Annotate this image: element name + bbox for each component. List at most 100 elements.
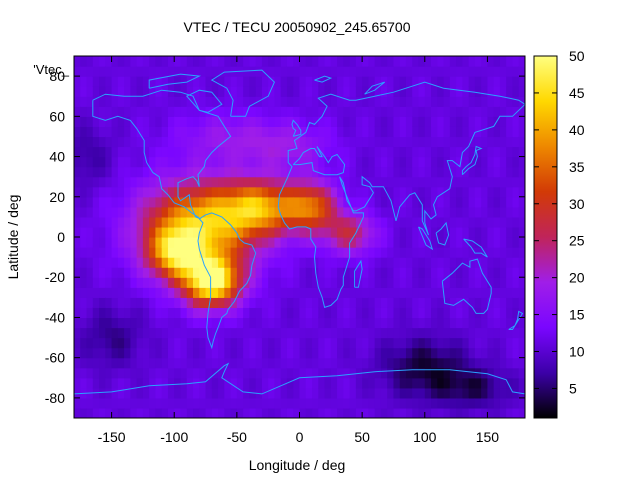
heatmap-cell — [393, 267, 401, 278]
heatmap-cell — [368, 126, 376, 138]
coastline-south-america — [197, 212, 257, 350]
heatmap-cell — [236, 297, 244, 308]
heatmap-cell — [261, 196, 269, 208]
heatmap-cell — [211, 397, 219, 409]
heatmap-cell — [518, 347, 525, 359]
heatmap-cell — [236, 307, 244, 319]
heatmap-cell — [261, 397, 269, 409]
heatmap-cell — [405, 297, 413, 308]
heatmap-cell — [431, 176, 438, 188]
vtec-heatmap — [74, 56, 525, 418]
heatmap-cell — [449, 347, 457, 359]
heatmap-cell — [474, 397, 482, 409]
heatmap-cell — [318, 387, 326, 399]
heatmap-cell — [368, 267, 376, 278]
heatmap-cell — [268, 206, 276, 218]
heatmap-cell — [199, 86, 207, 97]
y-tick-label: -60 — [45, 350, 65, 366]
heatmap-cell — [449, 56, 457, 67]
heatmap-cell — [418, 66, 426, 77]
heatmap-cell — [349, 257, 357, 268]
heatmap-cell — [186, 407, 194, 418]
heatmap-cell — [105, 347, 113, 359]
heatmap-cell — [412, 216, 420, 228]
heatmap-cell — [324, 287, 332, 298]
heatmap-cell — [355, 156, 363, 168]
heatmap-cell — [318, 357, 326, 369]
heatmap-cell — [418, 367, 426, 379]
heatmap-cell — [180, 206, 188, 218]
heatmap-cell — [149, 387, 157, 399]
heatmap-cell — [155, 247, 163, 258]
heatmap-cell — [349, 297, 357, 308]
heatmap-cell — [274, 387, 282, 399]
heatmap-cell — [387, 347, 395, 359]
heatmap-cell — [412, 247, 420, 258]
heatmap-cell — [487, 407, 495, 418]
heatmap-cell — [193, 277, 200, 288]
heatmap-cell — [230, 216, 238, 228]
heatmap-cell — [236, 56, 244, 67]
heatmap-cell — [412, 156, 420, 168]
heatmap-cell — [105, 247, 113, 258]
heatmap-cell — [456, 247, 463, 258]
heatmap-cell — [318, 237, 326, 248]
heatmap-cell — [124, 186, 131, 198]
heatmap-cell — [399, 86, 407, 97]
heatmap-cell — [355, 206, 363, 218]
heatmap-cell — [318, 397, 326, 409]
heatmap-cell — [74, 146, 81, 158]
heatmap-cell — [424, 367, 432, 379]
heatmap-cell — [343, 237, 351, 248]
heatmap-cell — [362, 267, 369, 278]
heatmap-cell — [481, 176, 489, 188]
heatmap-cell — [506, 56, 514, 67]
heatmap-cell — [299, 186, 307, 198]
heatmap-cell — [117, 186, 125, 198]
heatmap-cell — [80, 226, 88, 238]
heatmap-cell — [136, 397, 144, 409]
heatmap-cell — [418, 337, 426, 349]
heatmap-cell — [405, 267, 413, 278]
heatmap-cell — [124, 347, 131, 359]
heatmap-cell — [236, 357, 244, 369]
heatmap-cell — [299, 377, 307, 389]
heatmap-cell — [224, 176, 232, 188]
heatmap-cell — [355, 357, 363, 369]
heatmap-cell — [255, 297, 263, 308]
heatmap-cell — [236, 186, 244, 198]
heatmap-cell — [218, 257, 225, 268]
heatmap-cell — [230, 257, 238, 268]
x-tick-label: 0 — [296, 429, 304, 445]
heatmap-cell — [499, 76, 507, 87]
heatmap-cell — [186, 297, 194, 308]
heatmap-cell — [124, 267, 131, 278]
heatmap-cell — [180, 76, 188, 87]
heatmap-cell — [74, 96, 81, 107]
heatmap-cell — [249, 106, 257, 117]
heatmap-cell — [456, 86, 463, 97]
heatmap-cell — [362, 247, 369, 258]
heatmap-cell — [443, 397, 451, 409]
heatmap-cell — [161, 347, 169, 359]
heatmap-cell — [92, 196, 100, 208]
heatmap-cell — [80, 297, 88, 308]
heatmap-cell — [499, 166, 507, 178]
heatmap-cell — [293, 176, 301, 188]
heatmap-cell — [305, 327, 313, 339]
heatmap-cell — [99, 317, 106, 329]
heatmap-cell — [99, 357, 106, 369]
heatmap-cell — [218, 106, 225, 117]
heatmap-cell — [431, 216, 438, 228]
heatmap-cell — [481, 237, 489, 248]
heatmap-cell — [111, 387, 119, 399]
heatmap-cell — [136, 216, 144, 228]
heatmap-cell — [305, 106, 313, 117]
heatmap-cell — [493, 277, 501, 288]
heatmap-cell — [199, 347, 207, 359]
heatmap-cell — [167, 397, 175, 409]
heatmap-cell — [211, 297, 219, 308]
heatmap-cell — [167, 237, 175, 248]
heatmap-cell — [424, 86, 432, 97]
